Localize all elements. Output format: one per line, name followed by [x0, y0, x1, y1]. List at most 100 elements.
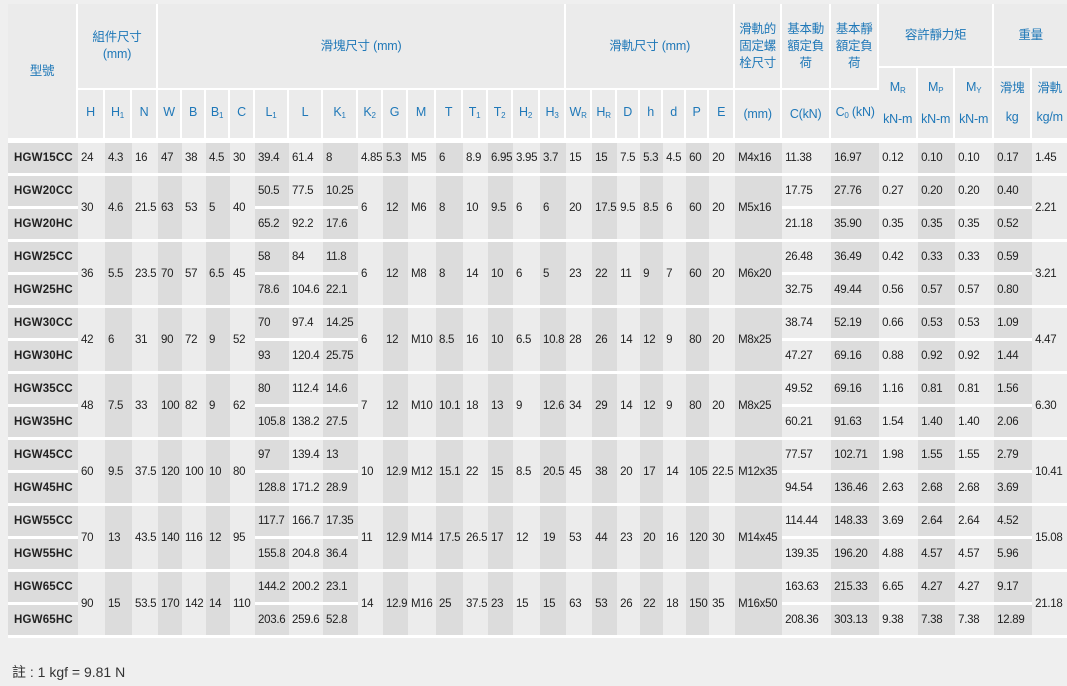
cell-B: 116: [182, 503, 207, 569]
cell-T2: 6.95: [488, 140, 514, 173]
cell-rail-weight: 10.41: [1032, 437, 1067, 503]
cell-MR: 0.56: [879, 272, 919, 305]
dim-symbol: H: [110, 105, 120, 119]
cell-M: M10: [408, 371, 437, 437]
cell-rail-weight: 4.47: [1032, 305, 1067, 371]
cell-W: 100: [158, 371, 183, 437]
cell-K1: 13: [323, 437, 359, 470]
cell-block-weight: 1.09: [994, 305, 1033, 338]
dim-symbol: P: [692, 105, 701, 119]
cell-MR: 6.65: [879, 569, 919, 602]
cell-WR: 23: [566, 239, 593, 305]
cell-MY: 0.20: [955, 173, 995, 206]
cell-model: HGW35HC: [8, 404, 78, 437]
cell-E: 20: [709, 173, 736, 239]
dim-symbol: H: [518, 105, 528, 119]
cell-MY: 1.40: [955, 404, 995, 437]
header-dim-C: C: [230, 90, 256, 140]
cell-H2: 6: [513, 239, 541, 305]
cell-T1: 16: [463, 305, 489, 371]
header-dim-HR: HR: [592, 90, 618, 140]
cell-d: 4.5: [663, 140, 687, 173]
cell-bolt: M14x45: [735, 503, 783, 569]
header-moment-r: MR kN-m: [879, 68, 919, 140]
header-weight-rail: 滑軌 kg/m: [1032, 68, 1067, 140]
cell-block-weight: 1.44: [994, 338, 1033, 371]
cell-H1: 4.3: [105, 140, 132, 173]
cell-bolt: M4x16: [735, 140, 783, 173]
cell-L: 77.5: [289, 173, 324, 206]
cell-d: 14: [663, 437, 687, 503]
cell-T: 17.5: [436, 503, 464, 569]
cell-E: 30: [709, 503, 736, 569]
cell-B1: 5: [206, 173, 231, 239]
cell-E: 20: [709, 239, 736, 305]
cell-K1: 8: [323, 140, 359, 173]
cell-M: M6: [408, 173, 437, 239]
cell-T2: 13: [488, 371, 514, 437]
moment-unit: kN-m: [959, 111, 989, 126]
cell-WR: 15: [566, 140, 593, 173]
dim-symbol: D: [623, 105, 633, 119]
cell-E: 20: [709, 371, 736, 437]
table-row: HGW35HC 105.8 138.2 27.5 60.21 91.63 1.54 1.40 1…: [8, 404, 1067, 437]
cell-MP: 2.68: [918, 470, 956, 503]
cell-W: 170: [158, 569, 183, 638]
cell-W: 90: [158, 305, 183, 371]
cell-block-weight: 2.79: [994, 437, 1033, 470]
cell-L: 61.4: [289, 140, 324, 173]
cell-static-load: 91.63: [831, 404, 880, 437]
dim-symbol: h: [647, 105, 654, 119]
header-dynamic-unit: C(kN): [782, 90, 832, 140]
cell-HR: 53: [592, 569, 618, 638]
dim-symbol: B: [210, 105, 219, 119]
cell-L: 204.8: [289, 536, 324, 569]
cell-d: 7: [663, 239, 687, 305]
header-dim-M: M: [408, 90, 437, 140]
header-dim-H3: H3: [540, 90, 567, 140]
cell-bolt: M5x16: [735, 173, 783, 239]
cell-static-load: 69.16: [831, 338, 880, 371]
moment-r-subscript: R: [899, 85, 906, 95]
dim-symbol: B: [188, 105, 198, 119]
header-dim-K1: K1: [323, 90, 359, 140]
cell-H1: 6: [105, 305, 132, 371]
cell-T1: 22: [463, 437, 489, 503]
cell-HR: 15: [592, 140, 618, 173]
cell-MP: 0.20: [918, 173, 956, 206]
cell-B: 38: [182, 140, 207, 173]
cell-B1: 14: [206, 569, 231, 638]
header-static-load-label: 基本靜額定負荷: [835, 21, 873, 70]
header-weight-label: 重量: [1018, 27, 1043, 42]
cell-d: 16: [663, 503, 687, 569]
cell-K1: 28.9: [323, 470, 359, 503]
dim-symbol: G: [389, 105, 400, 119]
cell-T: 25: [436, 569, 464, 638]
cell-dynamic-load: 114.44: [782, 503, 832, 536]
cell-K1: 22.1: [323, 272, 359, 305]
cell-static-load: 27.76: [831, 173, 880, 206]
cell-B1: 10: [206, 437, 231, 503]
cell-P: 60: [686, 173, 710, 239]
cell-H: 30: [78, 173, 105, 239]
cell-static-load: 303.13: [831, 602, 880, 638]
cell-dynamic-load: 163.63: [782, 569, 832, 602]
cell-dynamic-load: 32.75: [782, 272, 832, 305]
cell-MP: 0.10: [918, 140, 956, 173]
cell-H: 60: [78, 437, 105, 503]
cell-MP: 0.57: [918, 272, 956, 305]
header-moment-y: MY kN-m: [955, 68, 995, 140]
cell-dynamic-load: 21.18: [782, 206, 832, 239]
cell-dynamic-load: 38.74: [782, 305, 832, 338]
cell-D: 14: [617, 305, 641, 371]
cell-H2: 6.5: [513, 305, 541, 371]
cell-HR: 38: [592, 437, 618, 503]
cell-K2: 11: [358, 503, 384, 569]
cell-D: 14: [617, 371, 641, 437]
header-dim-K2: K2: [358, 90, 384, 140]
dim-symbol: N: [139, 105, 149, 119]
header-dim-T2: T2: [488, 90, 514, 140]
cell-T2: 10: [488, 305, 514, 371]
cell-L1: 80: [255, 371, 290, 404]
cell-WR: 28: [566, 305, 593, 371]
